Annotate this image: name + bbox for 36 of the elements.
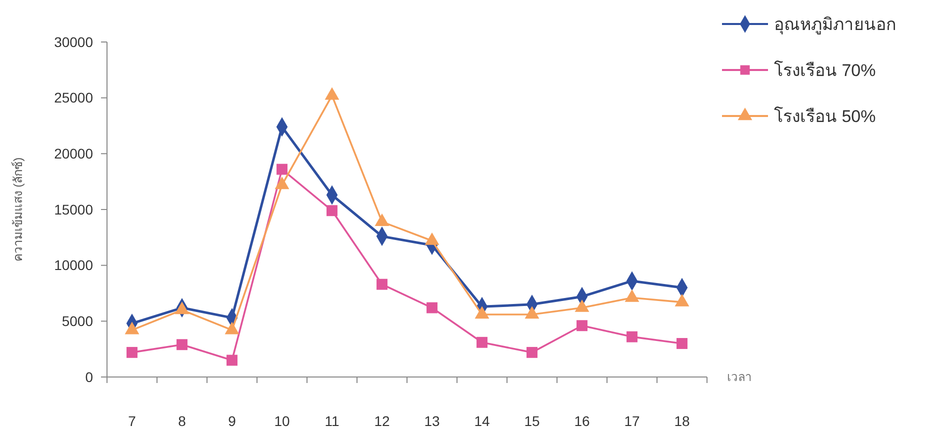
x-tick-label: 17 [624, 412, 640, 429]
point [476, 336, 488, 348]
x-tick-label: 8 [178, 412, 186, 429]
y-tick-label: 10000 [54, 257, 94, 274]
point [576, 320, 588, 332]
x-tick-label: 10 [274, 412, 290, 429]
point [676, 338, 688, 349]
point [276, 164, 288, 175]
point [376, 278, 388, 290]
y-tick-label: 25000 [54, 90, 94, 106]
x-tick-label: 9 [228, 412, 236, 429]
legend-label: อุณหภูมิภายนอก [774, 14, 896, 35]
y-tick-label: 15000 [54, 201, 94, 218]
legend-label: โรงเรือน 70% [774, 60, 876, 80]
y-tick-label: 0 [85, 368, 94, 385]
y-tick-label: 20000 [54, 146, 94, 162]
x-tick-label: 7 [128, 412, 136, 429]
point [126, 346, 138, 358]
x-tick-label: 11 [324, 412, 340, 429]
legend-label: โรงเรือน 50% [774, 106, 876, 126]
point [226, 354, 238, 366]
y-axis-title: ความเข้มแสง (ลักซ์) [11, 157, 25, 262]
x-tick-label: 13 [424, 412, 440, 429]
x-tick-label: 16 [574, 412, 590, 429]
point [326, 205, 338, 216]
x-tick-label: 18 [674, 412, 690, 429]
point [426, 302, 438, 314]
x-tick-label: 15 [524, 412, 540, 429]
x-axis-title: เวลา [727, 370, 752, 384]
point [526, 346, 538, 358]
x-tick-label: 12 [374, 412, 390, 429]
y-tick-label: 5000 [62, 313, 94, 330]
x-tick-label: 14 [474, 412, 490, 429]
point [626, 331, 638, 342]
point [176, 339, 188, 350]
y-tick-label: 30000 [54, 34, 94, 50]
